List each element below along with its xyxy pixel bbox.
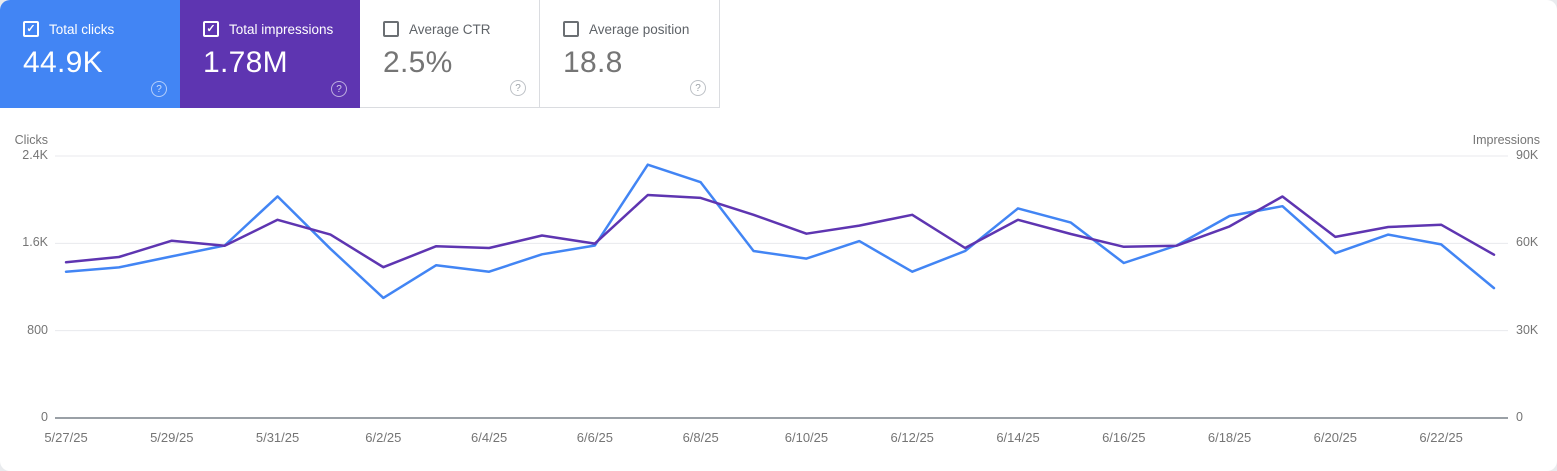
x-axis-tick-label: 6/2/25 bbox=[365, 430, 402, 445]
metric-cards-row: ✓ Total clicks 44.9K ? ✓ Total impressio… bbox=[0, 0, 720, 108]
x-axis-tick-label: 6/8/25 bbox=[682, 430, 719, 445]
right-axis-tick-label: 90K bbox=[1516, 148, 1539, 162]
x-axis-tick-label: 5/29/25 bbox=[150, 430, 194, 445]
x-axis-tick-label: 6/12/25 bbox=[890, 430, 934, 445]
x-axis-tick-label: 6/6/25 bbox=[576, 430, 613, 445]
right-axis-tick-label: 0 bbox=[1516, 410, 1523, 424]
x-axis-tick-label: 5/31/25 bbox=[255, 430, 300, 445]
help-icon[interactable]: ? bbox=[151, 81, 167, 97]
x-axis-tick-label: 6/16/25 bbox=[1102, 430, 1146, 445]
metric-card-label: Average CTR bbox=[409, 21, 491, 37]
x-axis-tick-label: 6/18/25 bbox=[1207, 430, 1252, 445]
total-clicks-checkbox[interactable]: ✓ bbox=[23, 21, 39, 37]
right-axis-title: Impressions bbox=[1472, 133, 1540, 147]
left-axis-tick-label: 2.4K bbox=[22, 148, 48, 162]
x-axis-tick-label: 6/10/25 bbox=[784, 430, 829, 445]
metric-card-average-ctr[interactable]: Average CTR 2.5% ? bbox=[360, 0, 540, 108]
metric-card-total-clicks[interactable]: ✓ Total clicks 44.9K ? bbox=[0, 0, 180, 108]
clicks-line bbox=[64, 163, 1496, 300]
right-axis-tick-label: 60K bbox=[1516, 235, 1539, 250]
help-icon[interactable]: ? bbox=[690, 80, 706, 96]
metric-card-label: Total impressions bbox=[229, 21, 334, 37]
metric-card-value: 1.78M bbox=[203, 46, 288, 79]
impressions-line bbox=[64, 193, 1496, 269]
x-axis-tick-label: 6/14/25 bbox=[996, 430, 1040, 445]
x-axis-tick-label: 6/20/25 bbox=[1313, 430, 1358, 445]
x-axis-tick-label: 6/4/25 bbox=[471, 430, 508, 445]
metric-card-value: 2.5% bbox=[383, 46, 453, 79]
left-axis-title: Clicks bbox=[14, 133, 48, 147]
right-axis-tick-label: 30K bbox=[1516, 322, 1539, 337]
left-axis-tick-label: 800 bbox=[27, 322, 48, 337]
average-ctr-checkbox[interactable] bbox=[383, 21, 399, 37]
total-impressions-checkbox[interactable]: ✓ bbox=[203, 21, 219, 37]
metric-card-value: 18.8 bbox=[563, 46, 623, 79]
average-position-checkbox[interactable] bbox=[563, 21, 579, 37]
left-axis-tick-label: 0 bbox=[41, 410, 48, 424]
metric-card-label: Total clicks bbox=[49, 21, 115, 37]
metric-card-label: Average position bbox=[589, 21, 690, 37]
left-axis-tick-label: 1.6K bbox=[22, 235, 48, 250]
x-axis-tick-label: 6/22/25 bbox=[1419, 430, 1463, 445]
metric-card-average-position[interactable]: Average position 18.8 ? bbox=[540, 0, 720, 108]
metric-card-total-impressions[interactable]: ✓ Total impressions 1.78M ? bbox=[180, 0, 360, 108]
metric-card-value: 44.9K bbox=[23, 46, 103, 79]
x-axis-tick-label: 5/27/25 bbox=[44, 430, 88, 445]
help-icon[interactable]: ? bbox=[510, 80, 526, 96]
help-icon[interactable]: ? bbox=[331, 81, 347, 97]
performance-line-chart[interactable] bbox=[55, 140, 1510, 430]
